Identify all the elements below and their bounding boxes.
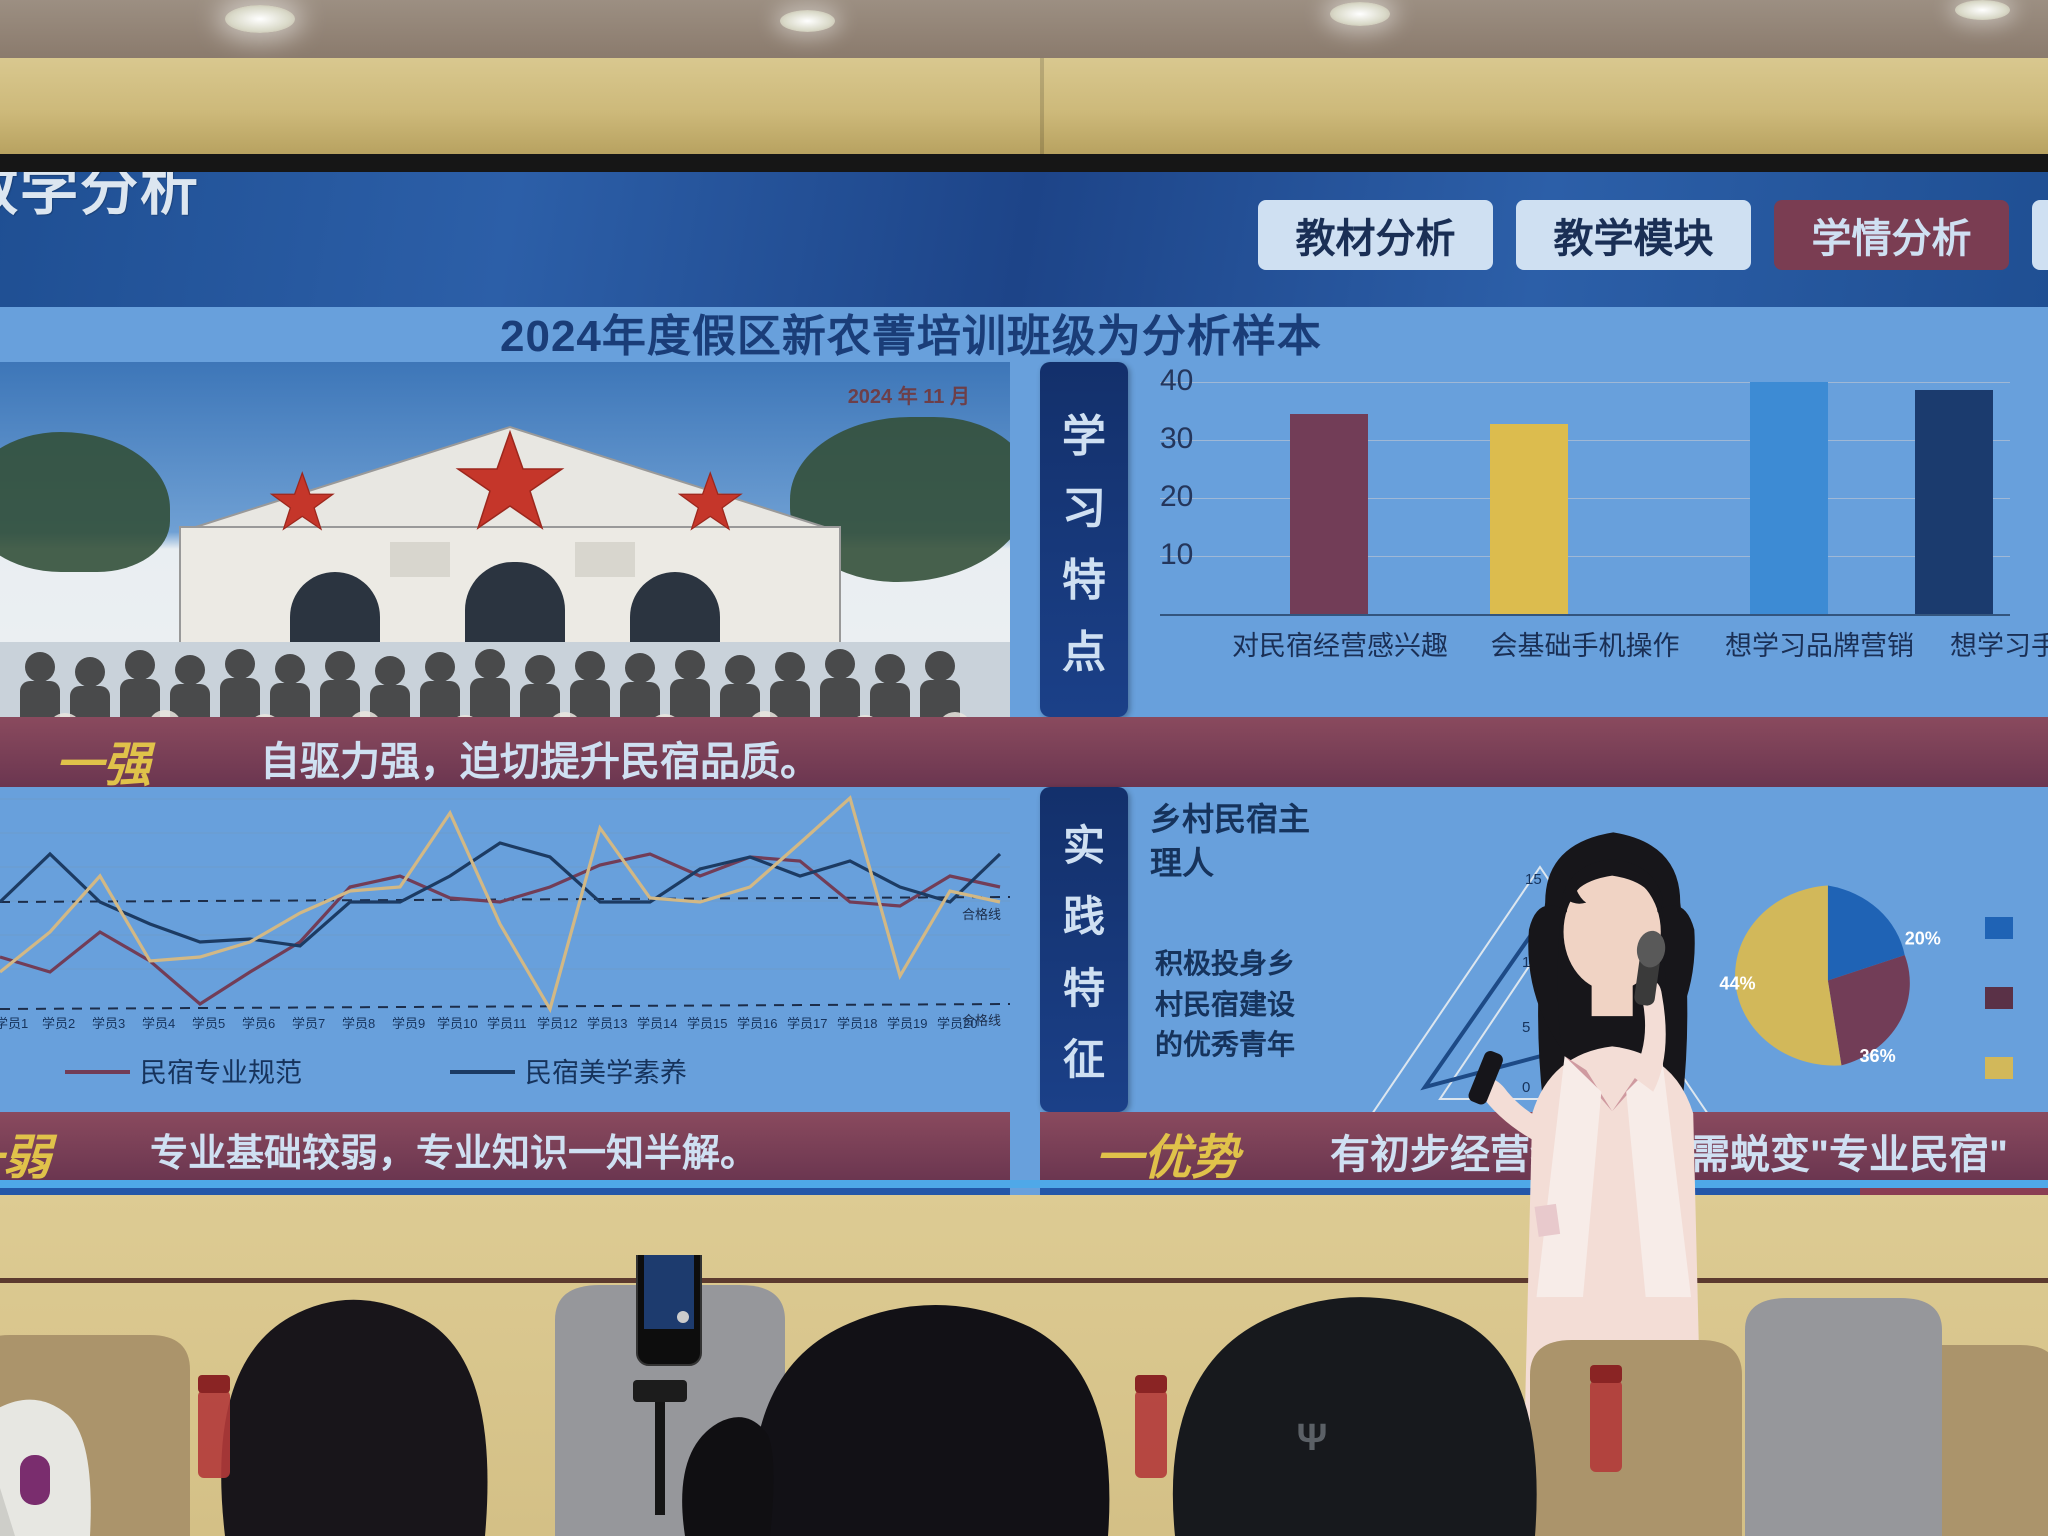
svg-text:学员15: 学员15 [687,1016,727,1031]
svg-text:36%: 36% [1860,1046,1896,1066]
svg-text:学员2: 学员2 [42,1016,75,1031]
svg-text:学员7: 学员7 [292,1016,325,1031]
svg-text:学员16: 学员16 [737,1016,777,1031]
svg-text:学员9: 学员9 [392,1016,425,1031]
svg-text:学员18: 学员18 [837,1016,877,1031]
svg-text:民宿专业规范: 民宿专业规范 [140,1058,302,1088]
svg-text:学员14: 学员14 [637,1016,677,1031]
svg-text:20%: 20% [1905,928,1941,948]
svg-text:学员3: 学员3 [92,1016,125,1031]
svg-text:合格线: 合格线 [962,907,1001,922]
svg-text:学员19: 学员19 [887,1016,927,1031]
svg-text:学员17: 学员17 [787,1016,827,1031]
svg-text:学员5: 学员5 [192,1016,225,1031]
svg-text:学员1: 学员1 [0,1016,28,1031]
svg-text:学员13: 学员13 [587,1016,627,1031]
svg-text:学员12: 学员12 [537,1016,577,1031]
svg-text:民宿美学素养: 民宿美学素养 [525,1058,687,1088]
svg-text:学员11: 学员11 [487,1016,527,1031]
svg-text:学员8: 学员8 [342,1016,375,1031]
svg-text:学员4: 学员4 [142,1016,175,1031]
svg-text:学员10: 学员10 [437,1016,477,1031]
svg-text:学员6: 学员6 [242,1016,275,1031]
svg-text:学员20: 学员20 [937,1016,977,1031]
